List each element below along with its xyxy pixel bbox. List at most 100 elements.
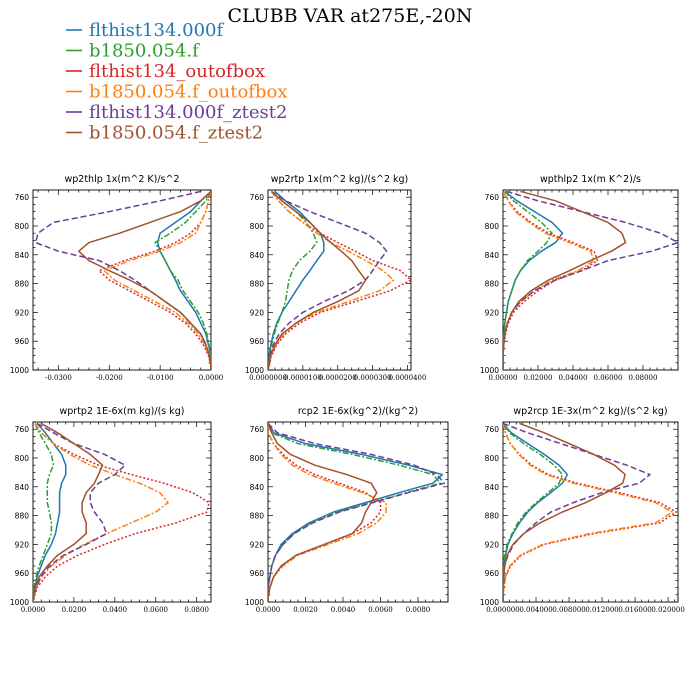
y-tick-label: 880 bbox=[15, 512, 30, 521]
y-tick-label: 840 bbox=[485, 483, 500, 492]
series-line bbox=[34, 190, 211, 370]
x-tick-label: 0.0200 bbox=[62, 606, 87, 614]
series-line bbox=[268, 423, 378, 602]
y-tick-label: 1000 bbox=[480, 598, 499, 607]
y-tick-label: 800 bbox=[15, 222, 30, 231]
y-tick-label: 760 bbox=[485, 193, 500, 202]
y-tick-label: 880 bbox=[250, 280, 265, 289]
y-tick-label: 960 bbox=[15, 569, 30, 578]
series-line bbox=[503, 423, 678, 602]
series-line bbox=[503, 422, 626, 602]
series-line bbox=[268, 423, 444, 602]
series-group bbox=[33, 422, 210, 602]
x-tick-label: 0.02000 bbox=[524, 374, 553, 382]
x-tick-label: 0.0000300 bbox=[354, 374, 392, 382]
x-tick-label: 0.0080 bbox=[406, 606, 431, 614]
series-line bbox=[268, 190, 318, 370]
series-line bbox=[154, 191, 211, 370]
series-line bbox=[78, 190, 211, 370]
x-tick-label: 0.0040 bbox=[331, 606, 356, 614]
y-tick-label: 760 bbox=[250, 193, 265, 202]
y-tick-label: 920 bbox=[250, 308, 265, 317]
series-line bbox=[503, 423, 673, 602]
series-group bbox=[268, 190, 411, 370]
plot-frame bbox=[267, 421, 449, 603]
panel-title: wpthlp2 1x(m K^2)/s bbox=[540, 174, 641, 185]
y-tick-label: 760 bbox=[15, 425, 30, 434]
series-group bbox=[268, 422, 445, 602]
x-tick-label: 0.0000400 bbox=[389, 374, 427, 382]
y-tick-label: 840 bbox=[15, 251, 30, 260]
legend-label: flthist134.000f_ztest2 bbox=[89, 102, 287, 123]
series-group bbox=[503, 422, 678, 602]
legend-entry: flthist134_outofbox bbox=[66, 61, 265, 82]
series-line bbox=[503, 191, 595, 370]
y-tick-label: 840 bbox=[15, 483, 30, 492]
panels: wp2thlp 1x(m^2 K)/s^2 760 800 840 880 920 960 1… bbox=[10, 174, 685, 614]
series-line bbox=[33, 422, 67, 602]
legend-label: flthist134_outofbox bbox=[89, 61, 265, 82]
y-tick-label: 920 bbox=[15, 308, 30, 317]
series-line bbox=[503, 422, 569, 602]
y-tick-label: 1000 bbox=[480, 366, 499, 375]
y-tick-label: 960 bbox=[15, 337, 30, 346]
x-tick-label: 0.000000 bbox=[486, 606, 519, 614]
series-line bbox=[33, 422, 126, 602]
y-tick-label: 840 bbox=[250, 483, 265, 492]
series-line bbox=[503, 190, 627, 370]
series-line bbox=[268, 190, 395, 370]
x-tick-label: -0.0100 bbox=[147, 374, 174, 382]
legend-entry: b1850.054.f_ztest2 bbox=[66, 123, 263, 144]
series-line bbox=[268, 190, 388, 370]
y-tick-label: 1000 bbox=[245, 366, 264, 375]
legend-entry: b1850.054.f_outofbox bbox=[66, 82, 287, 103]
x-tick-label: 0.0060 bbox=[368, 606, 393, 614]
x-tick-label: 0.04000 bbox=[559, 374, 588, 382]
plot-frame bbox=[32, 189, 212, 371]
chart-panel: rcp2 1E-6x(kg^2)/(kg^2) 760 800 840 880 920 96… bbox=[245, 406, 449, 614]
y-tick-label: 880 bbox=[15, 280, 30, 289]
y-tick-label: 960 bbox=[485, 337, 500, 346]
y-tick-label: 880 bbox=[250, 512, 265, 521]
chart-panel: wp2rcp 1E-3x(m^2 kg)/(s^2 kg) 760 800 840 88… bbox=[480, 406, 685, 614]
x-tick-label: 0.06000 bbox=[594, 374, 623, 382]
x-tick-label: 0.0000200 bbox=[319, 374, 357, 382]
series-line bbox=[33, 423, 210, 602]
x-tick-label: 0.008000 bbox=[552, 606, 585, 614]
y-tick-label: 960 bbox=[250, 337, 265, 346]
y-tick-label: 920 bbox=[485, 308, 500, 317]
x-tick-label: 0.00000 bbox=[489, 374, 518, 382]
series-group bbox=[34, 190, 211, 370]
legend: flthist134.000fb1850.054.fflthist134_out… bbox=[66, 20, 287, 144]
legend-entry: flthist134.000f bbox=[66, 20, 224, 41]
legend-entry: flthist134.000f_ztest2 bbox=[66, 102, 287, 123]
x-tick-label: 0.0000 bbox=[199, 374, 224, 382]
x-tick-label: 0.020000 bbox=[651, 606, 684, 614]
y-tick-label: 800 bbox=[15, 454, 30, 463]
chart-panel: wpthlp2 1x(m K^2)/s 760 800 840 880 920 960 100… bbox=[480, 174, 679, 382]
x-tick-label: 0.0000000 bbox=[249, 374, 287, 382]
y-tick-label: 760 bbox=[15, 193, 30, 202]
x-tick-label: 0.0020 bbox=[293, 606, 318, 614]
panel-title: wp2rtp 1x(m^2 kg)/(s^2 kg) bbox=[271, 174, 409, 185]
series-line bbox=[33, 422, 104, 602]
x-tick-label: 0.0400 bbox=[103, 606, 128, 614]
x-tick-label: 0.0800 bbox=[184, 606, 209, 614]
y-tick-label: 840 bbox=[250, 251, 265, 260]
y-tick-label: 840 bbox=[485, 251, 500, 260]
x-tick-label: 0.012000 bbox=[585, 606, 618, 614]
plot-frame bbox=[32, 421, 212, 603]
series-line bbox=[503, 423, 564, 602]
series-line bbox=[268, 190, 367, 370]
plot-frame bbox=[502, 189, 679, 371]
plot-frame bbox=[267, 189, 412, 371]
figure-title: CLUBB VAR at275E,-20N bbox=[228, 5, 473, 27]
legend-label: b1850.054.f bbox=[89, 41, 200, 62]
legend-label: flthist134.000f bbox=[89, 20, 224, 41]
x-tick-label: 0.004000 bbox=[519, 606, 552, 614]
plot-frame bbox=[502, 421, 679, 603]
panel-title: wp2rcp 1E-3x(m^2 kg)/(s^2 kg) bbox=[513, 406, 667, 417]
y-tick-label: 760 bbox=[250, 425, 265, 434]
series-group bbox=[503, 190, 678, 370]
